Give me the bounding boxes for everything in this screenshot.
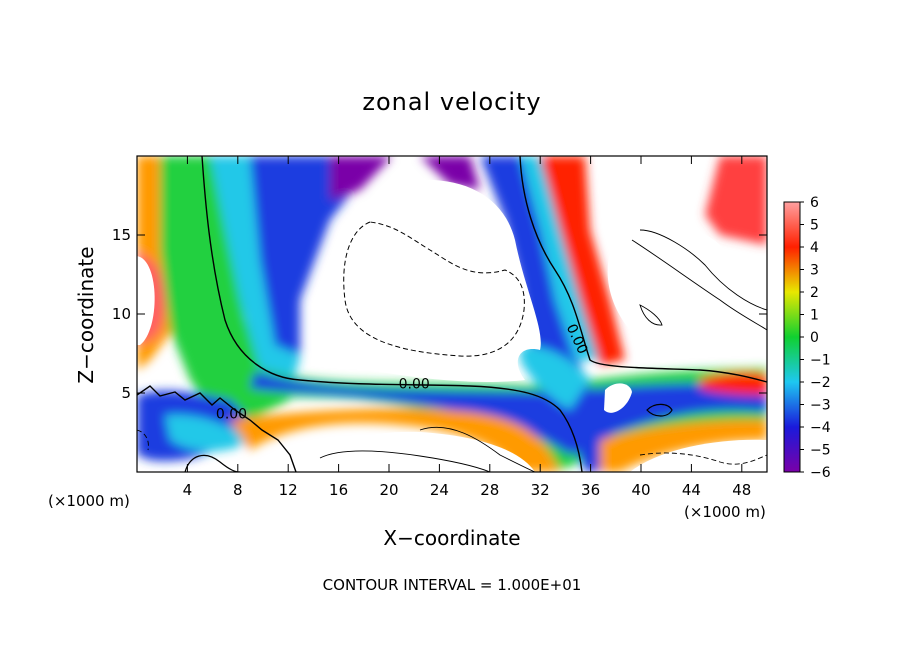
field-fill	[137, 156, 767, 472]
x-tick-label: 8	[233, 481, 243, 499]
colorbar-tick-label: 2	[810, 285, 819, 301]
y-unit-label: (×1000 m)	[48, 492, 130, 510]
x-tick-label: 40	[631, 481, 650, 499]
x-tick-label: 36	[581, 481, 600, 499]
colorbar-tick-label: 4	[810, 240, 819, 256]
colorbar-tick-label: 3	[810, 263, 819, 279]
colorbar	[783, 201, 801, 473]
colorbar-tick-label: −4	[810, 420, 831, 436]
colorbar-tick-label: −2	[810, 375, 831, 391]
contour-label: 0.00	[399, 376, 430, 392]
x-tick-label: 20	[379, 481, 398, 499]
colorbar-tick-label: 0	[810, 330, 819, 346]
colorbar-tick-label: −5	[810, 443, 831, 459]
x-tick-label: 28	[480, 481, 499, 499]
x-axis-label: X−coordinate	[383, 526, 521, 550]
x-tick-label: 44	[682, 481, 701, 499]
colorbar-tick-label: −3	[810, 398, 831, 414]
contour-label: 0.00	[216, 406, 247, 422]
y-tick-label: 5	[121, 384, 131, 402]
x-tick-label: 16	[329, 481, 348, 499]
chart-title: zonal velocity	[362, 88, 542, 116]
contour-lines	[137, 156, 767, 472]
y-tick-label: 10	[112, 305, 131, 323]
y-tick-label: 15	[112, 226, 131, 244]
colorbar-ticks: 6 5 4 3 2 1 0 −1 −2 −3 −4 −5 −6	[800, 195, 831, 481]
colorbar-tick-label: 1	[810, 308, 819, 324]
colorbar-tick-label: 6	[810, 195, 819, 211]
x-tick-label: 24	[430, 481, 449, 499]
colorbar-tick-label: −6	[810, 465, 831, 481]
x-axis-ticks: 4 8 12 16 20 24 28 32 36 40 44 48	[183, 156, 751, 499]
x-tick-label: 32	[531, 481, 550, 499]
x-tick-label: 4	[183, 481, 193, 499]
colorbar-tick-label: −1	[810, 353, 831, 369]
x-tick-label: 48	[732, 481, 751, 499]
x-unit-label: (×1000 m)	[684, 503, 766, 521]
contour-interval-note: CONTOUR INTERVAL = 1.000E+01	[322, 576, 582, 594]
colorbar-tick-label: 5	[810, 218, 819, 234]
y-axis-ticks: 5 10 15	[112, 226, 767, 402]
x-tick-label: 12	[279, 481, 298, 499]
